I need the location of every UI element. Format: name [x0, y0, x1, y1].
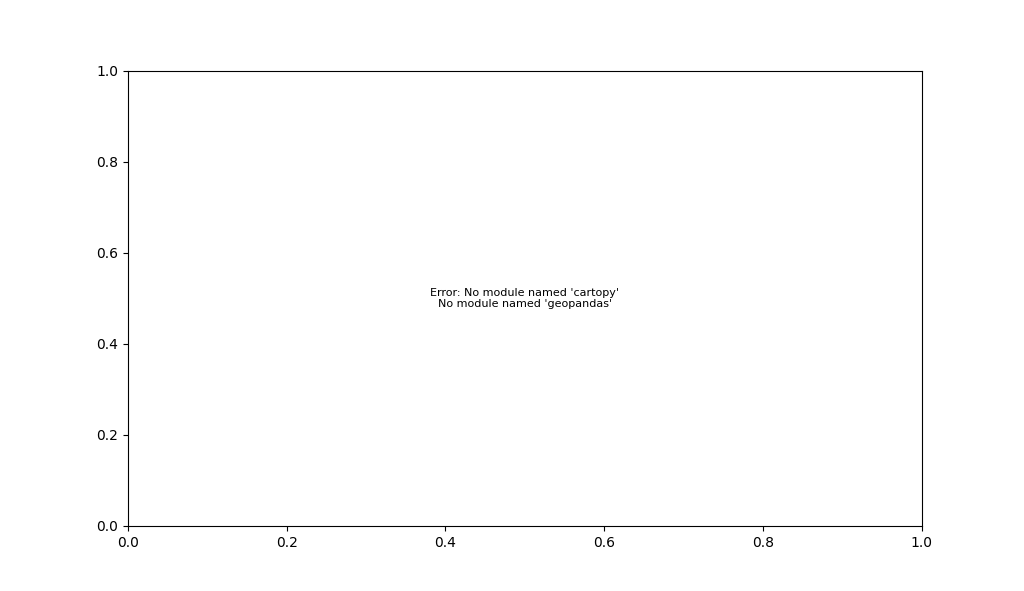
Text: Error: No module named 'cartopy'
No module named 'geopandas': Error: No module named 'cartopy' No modu… [430, 288, 620, 309]
